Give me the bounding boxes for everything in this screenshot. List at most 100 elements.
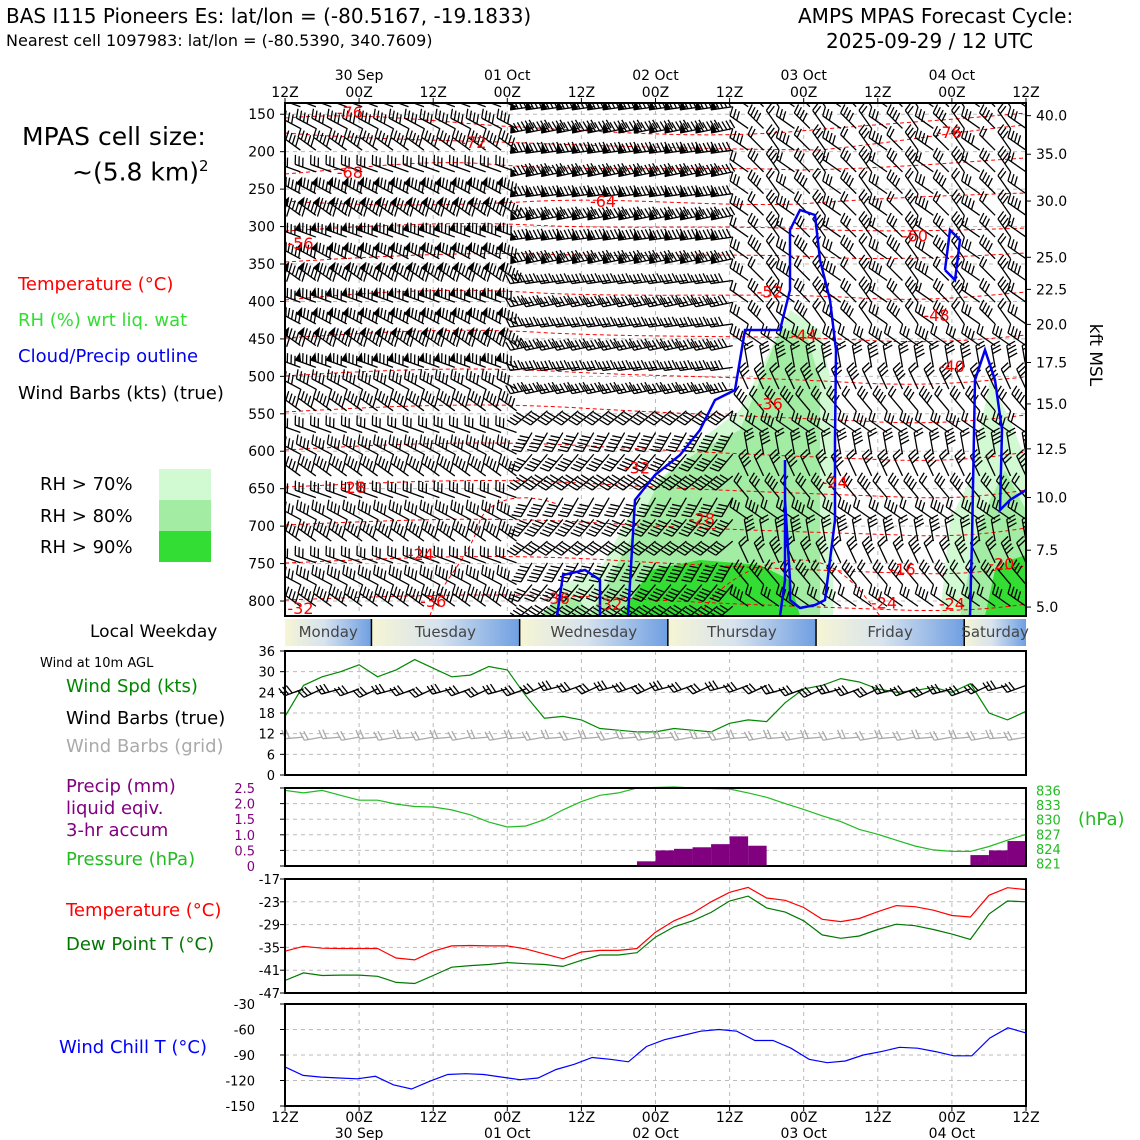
wind-barb <box>914 410 934 434</box>
wind-barb <box>665 432 687 453</box>
wind-barb <box>495 480 517 499</box>
wind-barb <box>841 385 857 412</box>
xs-ktick-label: 10.0 <box>1036 491 1067 507</box>
wind-barb <box>748 559 765 585</box>
wind-barb <box>356 287 378 303</box>
wind-barb <box>649 162 674 178</box>
wind-chill-panel: -150 -120 -90 -60 -30 <box>225 998 1027 1115</box>
wind-barb <box>707 474 734 491</box>
panel-ytick-label: 0 <box>247 860 255 875</box>
wind-barb <box>976 497 996 520</box>
wind-barb <box>341 103 363 108</box>
wind-barb <box>997 124 1012 151</box>
bottom-tick-label: 00Z <box>938 1110 965 1126</box>
wind-barb <box>341 287 363 303</box>
wind-barb <box>467 196 491 217</box>
wind-barb <box>991 584 1011 607</box>
wind-barb <box>614 474 641 491</box>
wind-barb <box>587 162 612 178</box>
wind-barb <box>961 236 981 260</box>
cell-size-text: ~(5.8 km) <box>72 157 199 187</box>
wind-barb <box>448 415 471 434</box>
bottom-tick-label: 00Z <box>494 1110 521 1126</box>
wind-barb <box>481 564 502 586</box>
wind-barb <box>328 128 348 151</box>
wind-barb <box>573 432 595 453</box>
wind-barb <box>889 685 916 697</box>
wind-barb <box>387 154 409 173</box>
wind-barb <box>961 128 981 151</box>
wind-barb <box>765 167 780 194</box>
wind-barb <box>313 196 337 217</box>
wind-barb <box>904 232 919 260</box>
wind-barb <box>333 685 360 697</box>
wind-barb <box>976 323 996 347</box>
precip-bar <box>748 845 767 866</box>
wind-barb <box>729 128 749 151</box>
wind-barb <box>467 584 487 607</box>
wind-barb <box>775 150 795 173</box>
wind-barb <box>359 584 379 607</box>
wind-barb <box>744 497 764 520</box>
xs-temp-label: -64 <box>590 192 616 211</box>
wind-barb <box>599 410 626 426</box>
wind-barb <box>359 326 383 348</box>
wind-barb <box>465 108 486 130</box>
wind-barb <box>359 261 383 282</box>
wind-barb <box>898 427 910 455</box>
wind-barb <box>817 730 841 741</box>
wind-barb <box>769 535 783 564</box>
wind-barb <box>733 559 749 585</box>
wind-barb <box>551 273 579 285</box>
wind-barb <box>913 514 925 542</box>
wind-barb <box>840 256 857 281</box>
wind-barb <box>587 249 612 264</box>
wind-barb <box>764 559 780 585</box>
wind-barb <box>868 103 888 108</box>
top-tick-label: 00Z <box>345 85 372 101</box>
wind-barb <box>448 480 471 499</box>
temperature-panel: -47 -41 -35 -29 -23 -17 <box>259 873 1027 1002</box>
wind-barb <box>568 540 595 556</box>
wind-barb <box>342 434 363 455</box>
wind-barb <box>872 472 888 499</box>
wind-barb <box>729 497 749 520</box>
label-precip-1: Precip (mm) <box>66 776 176 797</box>
wind-barb <box>886 103 903 108</box>
wind-barb <box>450 564 471 586</box>
wind-barb <box>706 730 730 741</box>
wind-barb <box>707 540 734 556</box>
wind-barb <box>840 147 857 173</box>
wind-barb <box>747 191 765 216</box>
wind-barb <box>556 162 581 178</box>
wind-barb <box>710 249 736 264</box>
wind-barb <box>294 221 317 238</box>
bottom-date-label: 30 Sep <box>335 1126 384 1140</box>
wind-barb <box>402 352 425 368</box>
wind-barb <box>961 103 981 108</box>
wind-barb <box>868 193 888 216</box>
wind-barb <box>604 497 626 518</box>
wind-barb <box>343 326 368 348</box>
wind-barb <box>997 211 1012 238</box>
wind-barb <box>436 128 456 151</box>
wind-barb <box>810 385 826 412</box>
wind-barb <box>908 449 920 477</box>
wind-barb <box>709 518 734 537</box>
wind-barb <box>326 369 348 390</box>
wind-barb <box>315 683 341 695</box>
precip-bar <box>674 848 693 866</box>
wind-barb <box>978 104 996 129</box>
wind-chill-line <box>284 1027 1027 1090</box>
weekday-label: Local Weekday <box>90 622 217 642</box>
wind-barb <box>573 497 595 518</box>
wind-barb <box>311 499 332 520</box>
wind-barb <box>647 584 672 603</box>
swatch-rh90 <box>159 531 211 562</box>
wind-barb <box>722 681 749 693</box>
wind-barb <box>938 535 951 564</box>
wind-barb <box>858 254 873 281</box>
wind-barb <box>436 326 460 348</box>
wind-barb <box>791 410 811 434</box>
